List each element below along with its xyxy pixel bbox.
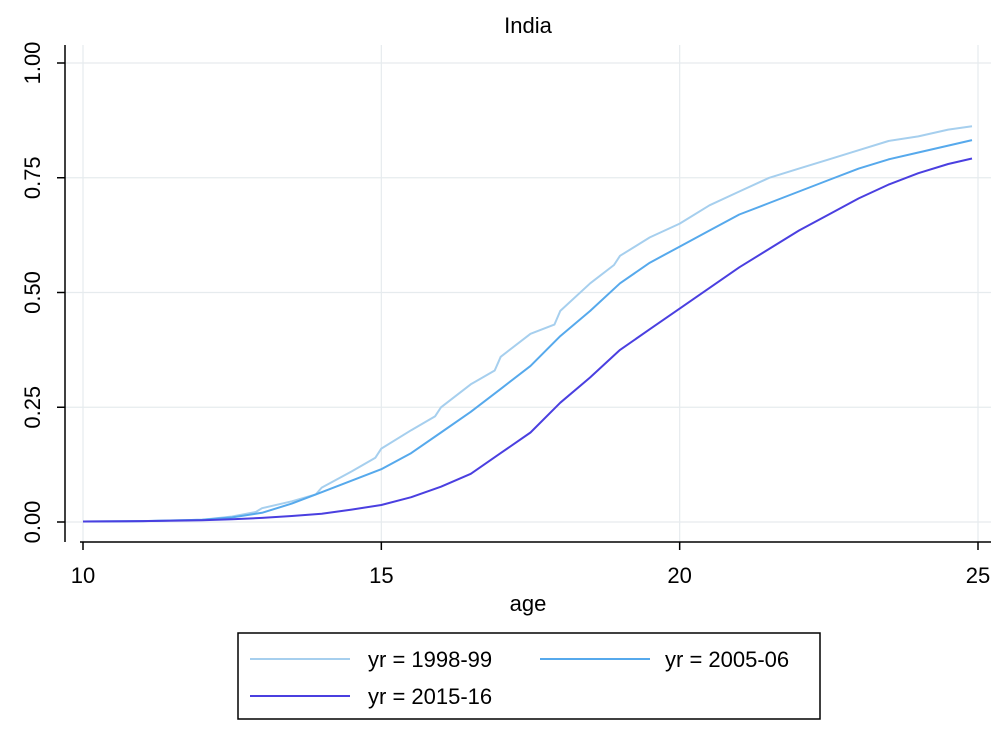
series-layer [82, 125, 973, 523]
legend-label-series-2: yr = 2005-06 [665, 647, 789, 672]
x-axis-label: age [510, 591, 547, 616]
series-line-1 [82, 125, 973, 523]
axis-layer [64, 45, 991, 543]
x-tick-label: 15 [369, 563, 393, 588]
y-tick-label: 0.00 [20, 501, 45, 544]
x-tick-label: 20 [667, 563, 691, 588]
legend: yr = 1998-99 yr = 2005-06 yr = 2015-16 [237, 632, 821, 720]
tick-layer: 0.00 0.25 0.50 0.75 1.00 10 15 20 25 [20, 42, 990, 588]
legend-label-series-1: yr = 1998-99 [368, 647, 492, 672]
series-line-2 [82, 139, 973, 523]
series-line-3 [82, 157, 973, 523]
chart-title: India [504, 13, 552, 38]
x-tick-label: 10 [71, 563, 95, 588]
y-tick-label: 1.00 [20, 42, 45, 85]
legend-label-series-3: yr = 2015-16 [368, 684, 492, 709]
x-tick-label: 25 [966, 563, 990, 588]
y-tick-label: 0.75 [20, 156, 45, 199]
y-tick-label: 0.50 [20, 271, 45, 314]
grid-layer [65, 45, 991, 542]
y-tick-label: 0.25 [20, 386, 45, 429]
legend-box [237, 632, 821, 720]
